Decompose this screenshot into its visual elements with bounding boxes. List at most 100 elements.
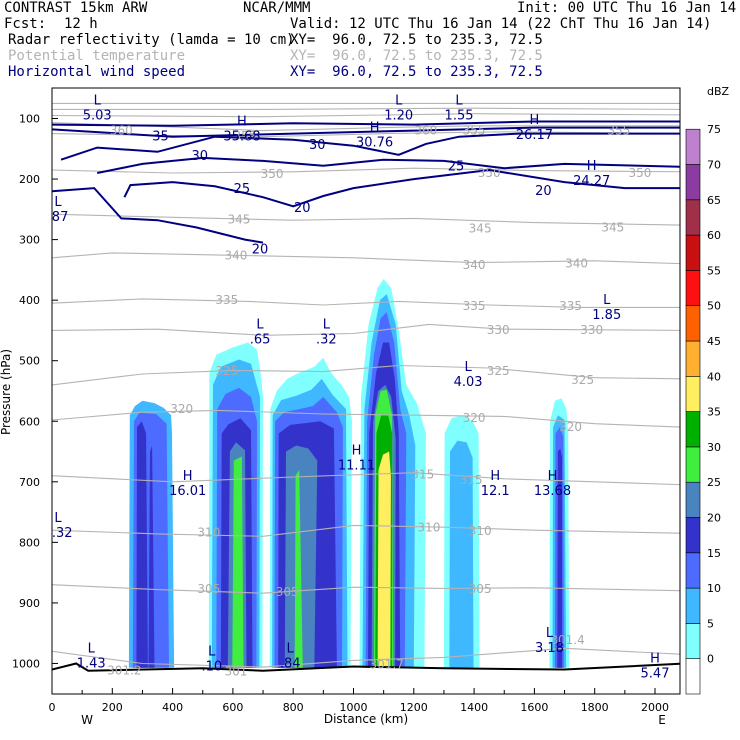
- y-tick-label-0: 100: [19, 113, 40, 126]
- extremum-value-10: .32: [316, 332, 337, 347]
- colorbar-label-40: 40: [707, 370, 721, 383]
- extremum-value-0: 5.03: [83, 108, 112, 123]
- terrain-line: [52, 662, 680, 672]
- extremum-value-19: .84: [280, 656, 301, 671]
- y-tick-label-1: 200: [19, 173, 40, 186]
- theta-label-31: 305: [276, 585, 299, 599]
- colorbar-label-35: 35: [707, 406, 721, 419]
- y-tick-label-3: 400: [19, 294, 40, 307]
- x-tick-label-8: 1600: [520, 701, 548, 714]
- axes-layer: 0 200 400 600 800 1000 1200 1400 1600 1800 2000 100…: [12, 113, 669, 715]
- wind-contour-4: [123, 168, 680, 208]
- init-time: Init: 00 UTC Thu 16 Jan 14: [517, 0, 737, 16]
- theta-label-23: 320: [463, 411, 486, 425]
- extremum-kind-7: L: [54, 195, 62, 210]
- colorbar-swatch-70: [685, 164, 701, 201]
- colorbar-label-5: 5: [707, 617, 714, 630]
- field-reflectivity-name: Radar reflectivity (lamda = 10 cm): [8, 32, 295, 48]
- extremum-kind-11: L: [464, 360, 472, 375]
- x-tick-label-6: 1200: [400, 701, 428, 714]
- reflectivity-cell-0-20dbz: [148, 445, 155, 668]
- y-tick-label-4: 500: [19, 355, 40, 368]
- theta-label-24: 320: [559, 420, 582, 434]
- theta-contour-1: [52, 107, 680, 110]
- y-tick-label-6: 700: [19, 476, 40, 489]
- colorbar-label-45: 45: [707, 335, 721, 348]
- x-tick-label-0: 0: [49, 701, 56, 714]
- wind-contour-1: [52, 126, 680, 138]
- theta-label-1: 355: [234, 129, 257, 143]
- extremum-kind-17: L: [88, 641, 96, 656]
- theta-contour-6: [52, 213, 680, 226]
- theta-label-22: 320: [170, 402, 193, 416]
- theta-contour-7: [52, 252, 680, 265]
- theta-label-18: 330: [580, 323, 603, 337]
- extremum-kind-19: L: [287, 641, 295, 656]
- theta-label-13: 340: [565, 257, 588, 271]
- wind-label-0: 35: [152, 129, 169, 144]
- wind-label-3: 25: [234, 182, 251, 197]
- center-label: NCAR/MMM: [243, 0, 311, 16]
- x-axis-label: Distance (km): [324, 712, 408, 726]
- extremum-value-11: 4.03: [454, 375, 483, 390]
- theta-label-32: 305: [469, 582, 492, 596]
- theta-label-6: 350: [478, 166, 501, 180]
- colorbar-unit: dBZ: [707, 85, 730, 98]
- extremum-value-20: 3.18: [535, 641, 564, 656]
- extremum-kind-4: H: [370, 121, 380, 136]
- extremum-value-6: 24.27: [573, 174, 610, 189]
- colorbar-label-50: 50: [707, 300, 721, 313]
- theta-label-25: 315: [411, 467, 434, 481]
- field-wind-name: Horizontal wind speed: [8, 64, 186, 80]
- theta-label-29: 310: [469, 524, 492, 538]
- x-tick-label-3: 600: [222, 701, 243, 714]
- wind-label-4: 25: [448, 160, 465, 175]
- theta-label-5: 350: [261, 167, 284, 181]
- theta-label-20: 325: [487, 364, 510, 378]
- extremum-kind-0: L: [94, 93, 102, 108]
- contour-labels-layer: 360 355 360 355 355 350 350 350 345 345 345 340 340 3…: [52, 93, 670, 682]
- colorbar: dBZ 0 5 10 15 20 25 30 35 40 45 50 55 60 65 70 75: [685, 85, 730, 695]
- colorbar-label-75: 75: [707, 123, 721, 136]
- colorbar-label-20: 20: [707, 512, 721, 525]
- colorbar-swatch-45: [685, 340, 701, 377]
- colorbar-swatch-30: [685, 446, 701, 483]
- y-tick-label-9: 1000: [12, 657, 40, 670]
- wind-contours-layer: [52, 120, 680, 672]
- reflectivity-layer: [128, 279, 570, 668]
- y-tick-label-8: 900: [19, 597, 40, 610]
- extremum-value-21: 5.47: [641, 667, 670, 682]
- extremum-value-5: 26.17: [516, 128, 553, 143]
- theta-contour-11: [52, 409, 680, 428]
- field-theta-xy: XY= 96.0, 72.5 to 235.3, 72.5: [290, 48, 543, 64]
- colorbar-label-0: 0: [707, 653, 714, 666]
- colorbar-label-25: 25: [707, 476, 721, 489]
- extremum-kind-20: L: [546, 626, 554, 641]
- theta-label-2: 360: [414, 123, 437, 137]
- x-tick-label-4: 800: [283, 701, 304, 714]
- extremum-kind-5: H: [530, 113, 540, 128]
- theta-contour-14: [52, 584, 680, 594]
- theta-label-0: 360: [110, 123, 133, 137]
- extremum-kind-15: H: [548, 469, 558, 484]
- y-tick-label-2: 300: [19, 234, 40, 247]
- theta-label-27: 310: [197, 525, 220, 539]
- theta-label-21: 325: [571, 373, 594, 387]
- extremum-kind-8: L: [603, 293, 611, 308]
- extremum-kind-3: H: [237, 115, 247, 130]
- colorbar-swatch-50: [685, 305, 701, 342]
- field-theta-name: Potential temperature: [8, 48, 186, 64]
- y-tick-label-5: 600: [19, 415, 40, 428]
- extremum-value-8: 1.85: [592, 308, 621, 323]
- theta-label-35: 301.7: [369, 657, 403, 671]
- extremum-value-12: 11.11: [338, 458, 375, 473]
- x-tick-label-7: 1400: [460, 701, 488, 714]
- reflectivity-cell-4-10dbz: [449, 440, 474, 668]
- model-title: CONTRAST 15km ARW: [4, 0, 148, 16]
- extremum-value-14: 12.1: [481, 484, 510, 499]
- theta-label-26: 315: [460, 473, 483, 487]
- forecast-hours: 12 h: [64, 16, 98, 32]
- x-tick-label-9: 1800: [581, 701, 609, 714]
- extremum-value-18: .10: [201, 659, 222, 674]
